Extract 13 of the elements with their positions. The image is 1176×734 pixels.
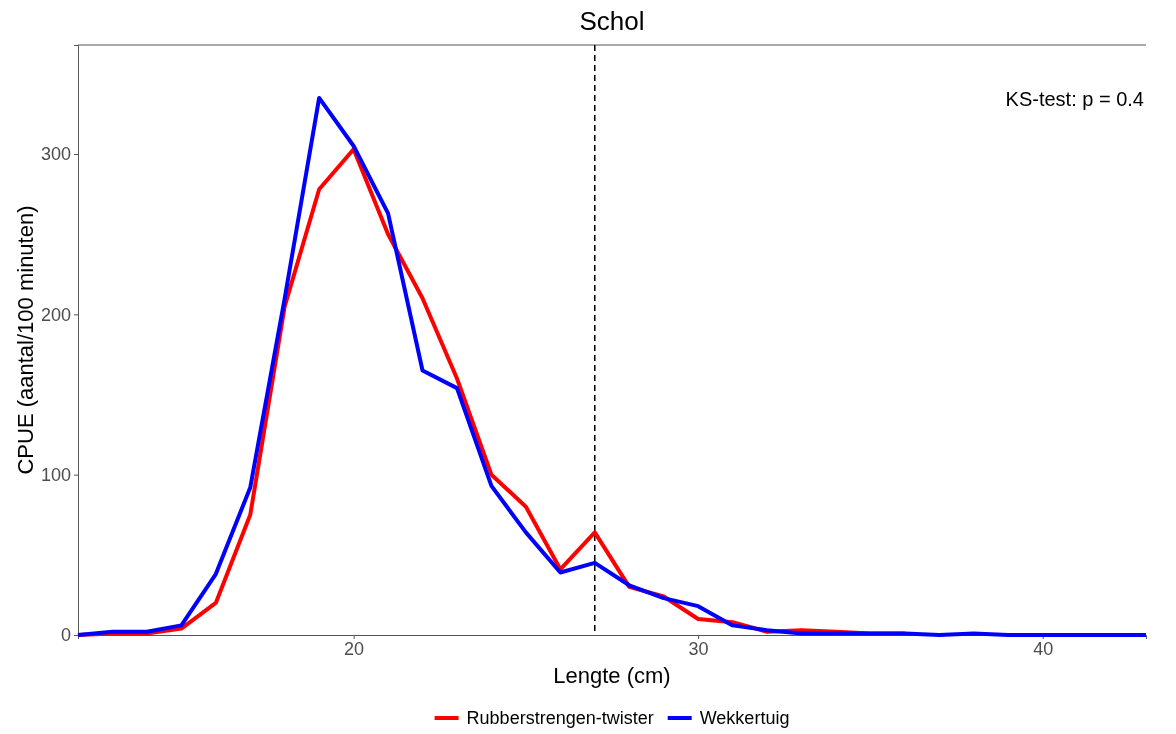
x-axis-title: Lengte (cm)	[553, 663, 671, 688]
legend-label: Rubberstrengen-twister	[466, 708, 654, 728]
y-tick-label: 0	[60, 625, 71, 646]
y-tick-label: 200	[40, 304, 71, 325]
y-tick-label: 300	[40, 144, 71, 165]
y-tick-label: 100	[40, 464, 71, 485]
legend-label: Wekkertuig	[699, 708, 790, 728]
annotation: KS-test: p = 0.4	[1005, 88, 1144, 110]
y-axis-title: CPUE (aantal/100 minuten)	[13, 205, 38, 475]
x-tick-label: 40	[1033, 638, 1054, 659]
x-tick-label: 20	[344, 638, 365, 659]
chart-title: Schol	[579, 6, 645, 36]
x-tick-label: 30	[688, 638, 709, 659]
